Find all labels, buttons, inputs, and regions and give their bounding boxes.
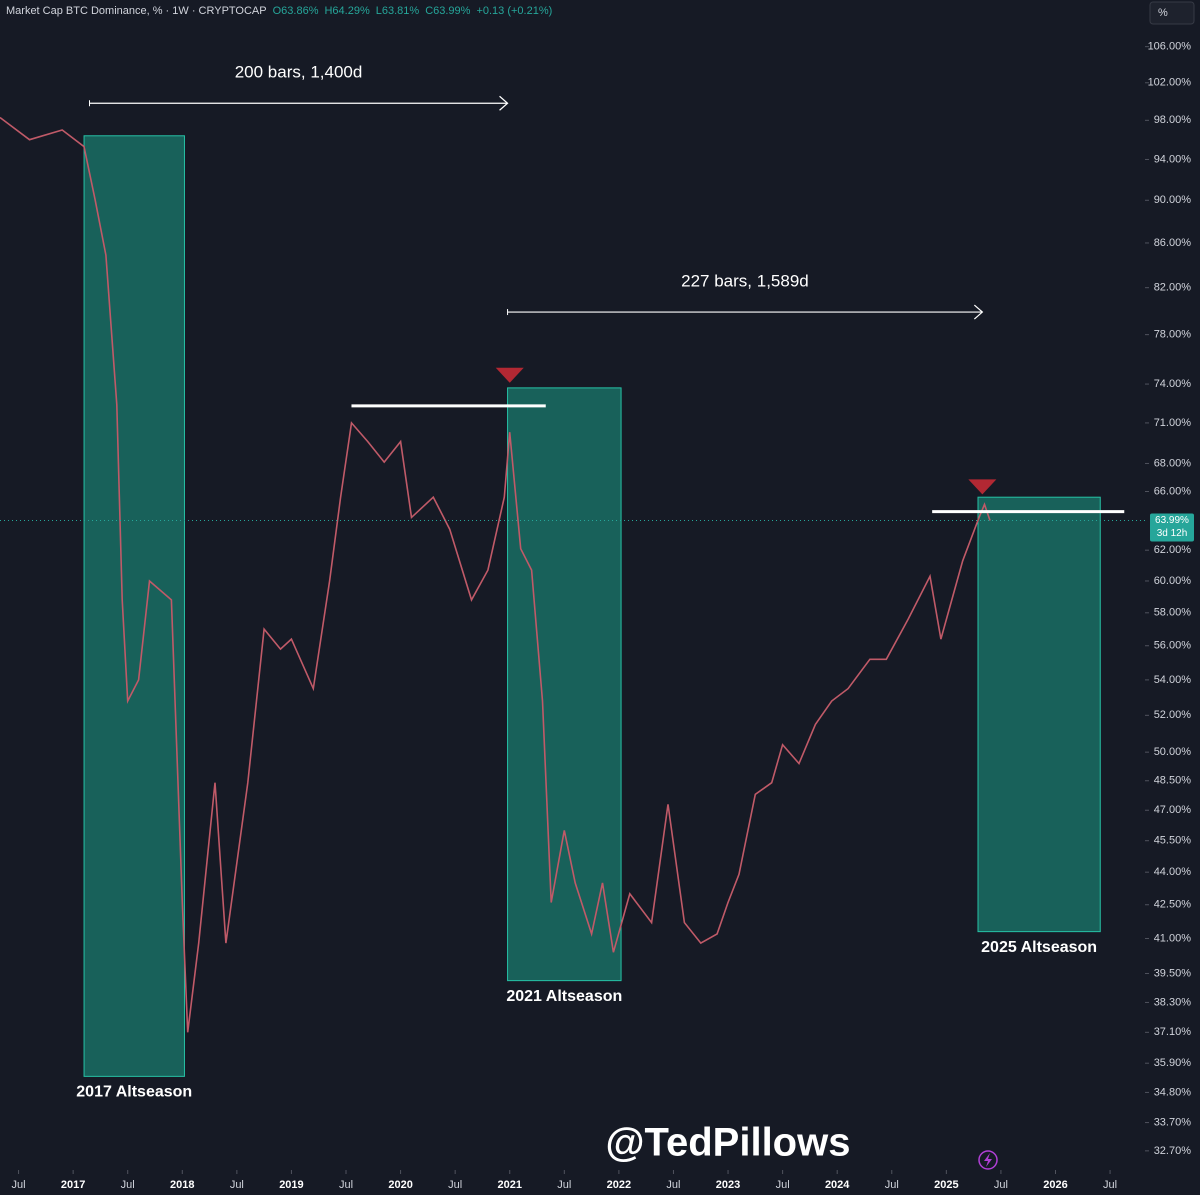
last-price-label: 63.99%: [1155, 515, 1189, 526]
x-tick-label: Jul: [12, 1179, 26, 1191]
y-tick-label: 60.00%: [1154, 575, 1192, 587]
y-tick-label: 56.00%: [1154, 640, 1192, 652]
scale-button-label[interactable]: %: [1158, 7, 1168, 19]
x-tick-label: 2017: [61, 1179, 85, 1191]
last-price-badge: [1150, 513, 1194, 542]
x-tick-label: 2026: [1043, 1179, 1067, 1191]
y-tick-label: 45.50%: [1154, 835, 1192, 847]
y-tick-label: 44.00%: [1154, 866, 1192, 878]
altseason-zone: [977, 496, 1101, 933]
y-tick-label: 52.00%: [1154, 709, 1192, 721]
y-tick-label: 35.90%: [1154, 1057, 1192, 1069]
altseason-zone: [83, 135, 185, 1077]
x-tick-label: 2025: [934, 1179, 958, 1191]
x-tick-label: 2022: [607, 1179, 631, 1191]
top-marker: [495, 367, 524, 383]
x-tick-label: Jul: [339, 1179, 353, 1191]
x-tick-label: 2023: [716, 1179, 740, 1191]
y-tick-label: 102.00%: [1148, 77, 1192, 89]
y-tick-label: 32.70%: [1154, 1145, 1192, 1157]
x-tick-label: Jul: [448, 1179, 462, 1191]
x-tick-label: Jul: [885, 1179, 899, 1191]
y-tick-label: 48.50%: [1154, 775, 1192, 787]
x-tick-label: Jul: [666, 1179, 680, 1191]
x-tick-label: Jul: [1103, 1179, 1117, 1191]
y-tick-label: 82.00%: [1154, 282, 1192, 294]
x-tick-label: 2018: [170, 1179, 194, 1191]
zone-label: 2025 Altseason: [981, 939, 1097, 956]
altseason-zone: [507, 387, 622, 982]
price-line: [0, 116, 991, 1033]
x-tick-label: Jul: [230, 1179, 244, 1191]
y-tick-label: 42.50%: [1154, 899, 1192, 911]
y-axis-panel: [1145, 0, 1200, 1195]
x-tick-label: Jul: [994, 1179, 1008, 1191]
y-tick-label: 47.00%: [1154, 804, 1192, 816]
plot: [0, 95, 1145, 1077]
y-tick-label: 94.00%: [1154, 153, 1192, 165]
y-tick-label: 86.00%: [1154, 237, 1192, 249]
header-value: H64.29%: [324, 5, 370, 17]
x-tick-label: 2020: [388, 1179, 412, 1191]
watermark: @TedPillows: [606, 1121, 851, 1165]
header: Market Cap BTC Dominance, % · 1W · CRYPT…: [6, 5, 552, 17]
x-tick-label: Jul: [121, 1179, 135, 1191]
y-tick-label: 106.00%: [1148, 41, 1192, 53]
y-tick-label: 66.00%: [1154, 485, 1192, 497]
y-tick-label: 54.00%: [1154, 674, 1192, 686]
y-tick-label: 37.10%: [1154, 1026, 1192, 1038]
header-title: Market Cap BTC Dominance, % · 1W · CRYPT…: [6, 5, 267, 17]
zone-label: 2017 Altseason: [76, 1084, 192, 1101]
header-value: O63.86%: [272, 5, 319, 17]
zone-label: 2021 Altseason: [506, 988, 622, 1005]
header-value: L63.81%: [375, 5, 420, 17]
top-marker: [968, 479, 997, 495]
y-tick-label: 90.00%: [1154, 194, 1192, 206]
y-tick-label: 39.50%: [1154, 967, 1192, 979]
lightning-icon[interactable]: [978, 1150, 998, 1170]
x-tick-label: 2021: [497, 1179, 521, 1191]
range-label: 227 bars, 1,589d: [681, 272, 809, 291]
y-tick-label: 62.00%: [1154, 544, 1192, 556]
x-tick-label: 2019: [279, 1179, 303, 1191]
y-tick-label: 34.80%: [1154, 1086, 1192, 1098]
scale-button[interactable]: [1149, 1, 1195, 25]
x-tick-label: Jul: [557, 1179, 571, 1191]
overlay: 106.00% 102.00% 98.00% 94.00% 90.00% 86.00% 82…: [12, 41, 1194, 1191]
x-tick-label: 2024: [825, 1179, 850, 1191]
y-tick-label: 68.00%: [1154, 457, 1192, 469]
lightning-glyph: [984, 1153, 992, 1167]
header-value: C63.99%: [425, 5, 471, 17]
y-tick-label: 38.30%: [1154, 996, 1192, 1008]
y-tick-label: 98.00%: [1154, 114, 1192, 126]
x-tick-label: Jul: [776, 1179, 790, 1191]
y-tick-label: 74.00%: [1154, 378, 1192, 390]
countdown-label: 3d 12h: [1157, 528, 1188, 539]
arrow-head: [499, 95, 509, 111]
y-tick-label: 78.00%: [1154, 329, 1192, 341]
y-tick-label: 58.00%: [1154, 607, 1192, 619]
y-tick-label: 41.00%: [1154, 932, 1192, 944]
y-tick-label: 50.00%: [1154, 746, 1192, 758]
arrow-head: [973, 304, 984, 320]
y-tick-label: 71.00%: [1154, 417, 1192, 429]
header-value: +0.13 (+0.21%): [476, 5, 553, 17]
range-label: 200 bars, 1,400d: [235, 63, 363, 82]
y-tick-label: 33.70%: [1154, 1116, 1192, 1128]
